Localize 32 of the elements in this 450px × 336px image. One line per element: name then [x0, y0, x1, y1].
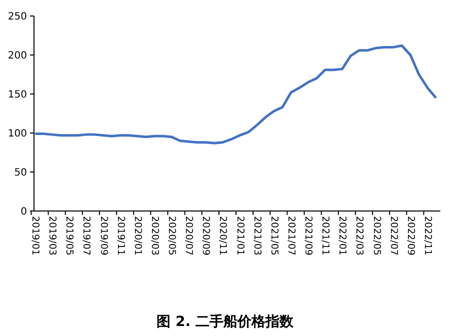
y-tick-label: 0	[20, 206, 27, 218]
y-tick-label: 200	[8, 50, 27, 62]
x-tick-label: 2020/09	[200, 216, 212, 256]
x-tick-label: 2022/03	[354, 216, 365, 256]
x-tick-label: 2019/09	[98, 216, 109, 256]
y-tick-label: 250	[8, 12, 27, 22]
y-tick-label: 100	[8, 128, 27, 140]
x-tick-label: 2020/03	[148, 216, 160, 256]
x-tick-label: 2022/11	[422, 216, 433, 256]
x-tick-label: 2021/03	[251, 216, 262, 256]
x-tick-label: 2020/01	[132, 216, 143, 256]
x-tick-label: 2019/01	[30, 216, 40, 256]
x-tick-label: 2021/01	[234, 216, 246, 256]
x-tick-label: 2022/07	[388, 216, 399, 256]
line-series	[34, 44, 438, 144]
x-tick-label: 2019/05	[64, 216, 75, 256]
x-tick-label: 2021/09	[302, 216, 314, 256]
x-tick-label: 2019/07	[80, 216, 92, 256]
x-tick-label: 2022/09	[404, 216, 416, 256]
y-tick-label: 150	[8, 90, 27, 100]
x-tick-label: 2020/07	[183, 216, 194, 256]
x-tick-label: 2021/05	[268, 216, 280, 256]
x-tick-label: 2020/11	[217, 216, 228, 256]
x-tick-label: 2021/11	[320, 216, 331, 256]
x-tick-label: 2022/01	[336, 216, 348, 256]
x-tick-label: 2019/03	[46, 216, 58, 256]
x-tick-label: 2020/05	[166, 216, 178, 256]
x-tick-label: 2019/11	[114, 216, 126, 256]
y-tick-label: 50	[14, 168, 27, 178]
text: 图 2. 二手船价格指数	[156, 313, 294, 330]
x-tick-label: 2022/05	[370, 216, 382, 256]
x-tick-label: 2021/07	[285, 216, 296, 256]
